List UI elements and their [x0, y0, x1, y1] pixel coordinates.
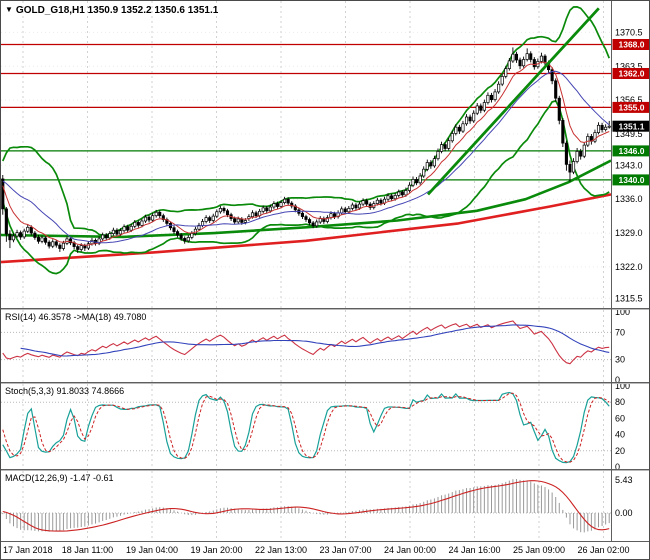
macd-canvas[interactable]: 5.43 0.00	[1, 471, 650, 541]
axis-tick-label: 60	[615, 413, 625, 423]
grid-layer	[22, 384, 604, 469]
rsi-pane[interactable]: 100 70 30 0 RSI(14) 46.3578 ->MA(18) 49.708…	[1, 310, 650, 382]
axis-tick-label: 1322.0	[615, 262, 643, 272]
axis-tick-label: 5.43	[615, 475, 633, 485]
axis-tick-label: 20	[615, 446, 625, 456]
level-badge-text: 1340.0	[619, 175, 645, 185]
axis-tick-label: 1336.0	[615, 194, 643, 204]
current-price-badge-text: 1351.1	[619, 121, 645, 131]
long-green-ma-line	[1, 159, 611, 239]
axis-tick-label: 30	[615, 355, 625, 365]
main-hgrid-layer	[1, 31, 611, 299]
trendline[interactable]	[426, 7, 600, 196]
time-axis-label: 19 Jan 04:00	[125, 545, 179, 555]
axis-tick-label: 0	[615, 375, 620, 382]
rsi-label: RSI(14) 46.3578 ->MA(18) 49.7080	[5, 312, 147, 322]
main-plot-layer	[1, 6, 611, 275]
axis-tick-label: 0.00	[615, 508, 633, 518]
time-axis-label: 18 Jan 11:00	[61, 545, 114, 555]
stoch-plot-layer	[1, 391, 611, 464]
long-red-ma-line	[1, 193, 611, 264]
pane-divider[interactable]	[1, 382, 649, 384]
main-chart-pane[interactable]: 1370.5 1363.5 1356.5 1349.5 1343.0 1336.0 1329…	[1, 1, 650, 308]
bollinger-lower-line	[1, 99, 610, 275]
time-axis[interactable]: 17 Jan 2018 18 Jan 11:00 19 Jan 04:00 19 Ja…	[1, 542, 649, 559]
stoch-k-line	[2, 391, 610, 464]
level-badge	[612, 145, 649, 157]
axis-tick-label: 1349.5	[615, 129, 643, 139]
level-badge	[612, 174, 649, 186]
macd-histogram	[2, 479, 610, 533]
level-badge	[612, 101, 649, 113]
axis-tick-label: 0	[615, 462, 620, 469]
level-badge-text: 1362.0	[619, 69, 645, 79]
axis-tick-label: 1329.0	[615, 228, 643, 238]
time-axis-label: 26 Jan 02:00	[577, 545, 630, 555]
pane-divider[interactable]	[1, 308, 649, 310]
axis-tick-label: 100	[615, 310, 630, 317]
axis-tick-label: 100	[615, 384, 630, 391]
price-axis-line	[611, 1, 612, 542]
stoch-d-line	[2, 392, 610, 463]
grid-layer	[22, 471, 604, 541]
pane-divider[interactable]	[1, 469, 649, 471]
time-axis-label: 22 Jan 13:00	[254, 545, 308, 555]
mid-ma-line	[2, 70, 610, 244]
axis-tick-label: 70	[615, 327, 625, 337]
macd-pane[interactable]: 5.43 0.00 MACD(12,26,9) -1.47 -0.61	[1, 471, 650, 541]
time-axis-label: 19 Jan 20:00	[190, 545, 243, 555]
level-badge-text: 1355.0	[619, 103, 645, 113]
stochastic-canvas[interactable]: 100 80 60 40 20 0	[1, 384, 650, 469]
axis-tick-label: 1343.0	[615, 160, 643, 170]
fast-ma-line	[2, 61, 610, 246]
time-axis-label: 25 Jan 09:00	[512, 545, 566, 555]
rsi-plot-layer	[1, 320, 611, 365]
axis-tick-label: 1356.5	[615, 95, 643, 105]
chart-context-arrow-icon[interactable]: ▼	[5, 5, 13, 14]
axis-tick-label: 1370.5	[615, 27, 643, 37]
macd-label: MACD(12,26,9) -1.47 -0.61	[5, 473, 114, 483]
stochastic-pane[interactable]: 100 80 60 40 20 0 Stoch(5,3,3) 91.8033 74.866…	[1, 384, 650, 469]
grid-layer	[22, 1, 604, 308]
axis-tick-label: 40	[615, 430, 625, 440]
level-badge-text: 1346.0	[619, 146, 645, 156]
axis-tick-label: 1363.5	[615, 61, 643, 71]
axis-tick-label: 1315.5	[615, 293, 643, 303]
level-badge-text: 1368.0	[619, 40, 645, 50]
chart-title-bar: ▼ GOLD_G18,H1 1350.9 1352.2 1350.6 1351.1	[5, 5, 218, 16]
level-badge	[612, 68, 649, 79]
time-axis-label: 23 Jan 07:00	[319, 545, 372, 555]
macd-plot-layer	[1, 479, 611, 533]
rsi-line	[2, 320, 610, 365]
stochastic-label: Stoch(5,3,3) 91.8033 74.8666	[5, 386, 125, 396]
time-axis-line	[1, 541, 649, 542]
candles-layer	[1, 47, 611, 253]
level-badge	[612, 39, 649, 50]
rsi-canvas[interactable]: 100 70 30 0	[1, 310, 650, 382]
chart-title: GOLD_G18,H1 1350.9 1352.2 1350.6 1351.1	[15, 5, 219, 16]
time-axis-label: 24 Jan 16:00	[448, 545, 501, 555]
main-chart-canvas[interactable]: 1370.5 1363.5 1356.5 1349.5 1343.0 1336.0 1329…	[1, 1, 650, 308]
rsi-ma-line	[20, 324, 610, 357]
axis-tick-label: 80	[615, 397, 625, 407]
time-axis-label: 24 Jan 00:00	[383, 545, 437, 555]
current-price-badge	[612, 120, 649, 132]
macd-signal-line	[2, 480, 610, 532]
time-axis-label: 17 Jan 2018	[3, 545, 53, 555]
